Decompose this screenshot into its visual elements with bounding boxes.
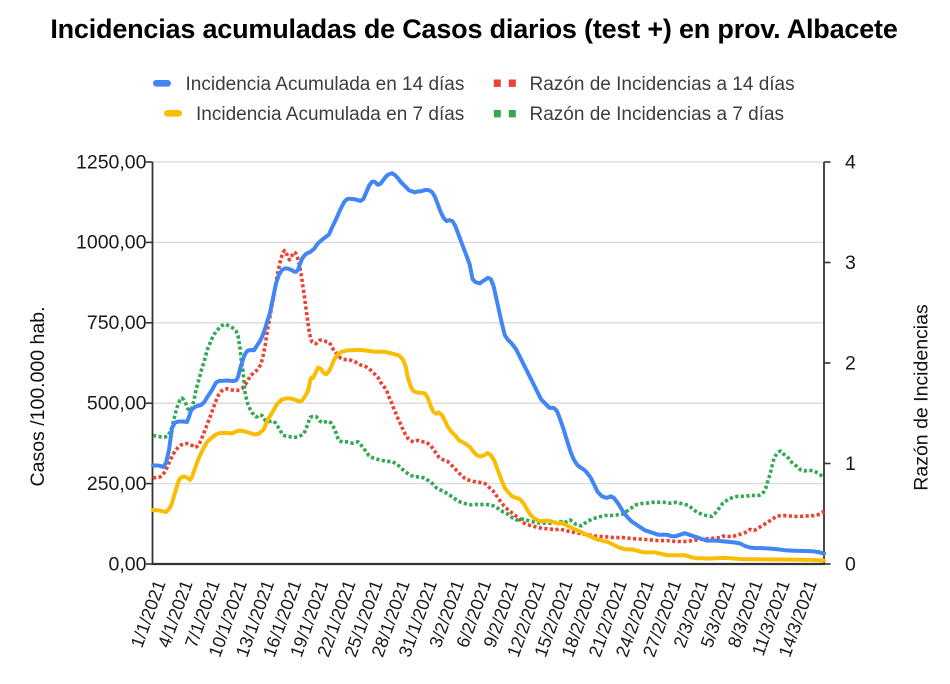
svg-text:Razón de Incidencias: Razón de Incidencias (911, 304, 933, 491)
svg-text:Razón de Incidencias a 7 días: Razón de Incidencias a 7 días (530, 104, 785, 125)
svg-text:0: 0 (845, 554, 856, 576)
svg-text:0,00: 0,00 (109, 553, 147, 575)
svg-text:Incidencia Acumulada en 7 días: Incidencia Acumulada en 7 días (196, 104, 464, 125)
svg-text:1: 1 (845, 453, 856, 475)
svg-text:4: 4 (845, 152, 856, 174)
svg-text:1000,00: 1000,00 (76, 232, 147, 254)
svg-text:500,00: 500,00 (87, 393, 147, 415)
svg-text:250,00: 250,00 (87, 473, 147, 495)
svg-text:Casos /100.000 hab.: Casos /100.000 hab. (27, 307, 49, 487)
svg-text:2: 2 (845, 353, 856, 375)
svg-text:750,00: 750,00 (87, 312, 147, 334)
svg-text:1250,00: 1250,00 (76, 151, 147, 173)
svg-text:3: 3 (845, 252, 856, 274)
svg-text:Incidencias acumuladas de Caso: Incidencias acumuladas de Casos diarios … (50, 14, 898, 44)
svg-text:Razón de Incidencias a 14 días: Razón de Incidencias a 14 días (530, 74, 795, 95)
svg-text:Incidencia Acumulada en 14 día: Incidencia Acumulada en 14 días (186, 74, 465, 95)
